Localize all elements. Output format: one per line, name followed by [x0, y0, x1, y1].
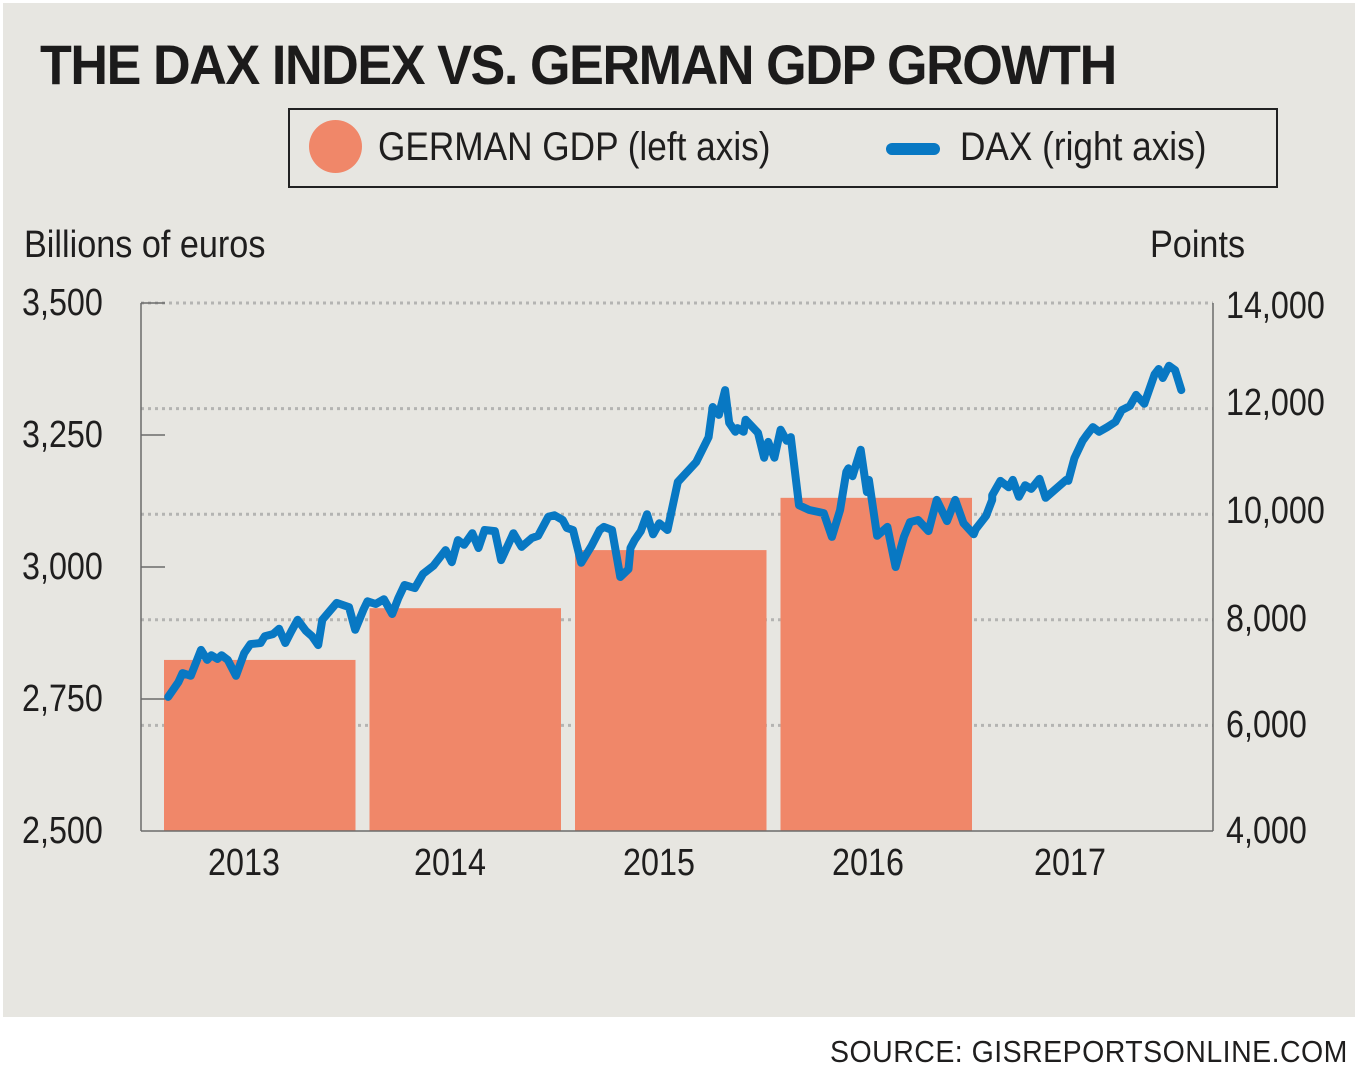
gdp-bar	[164, 659, 356, 831]
legend-label-gdp: GERMAN GDP (left axis)	[378, 125, 771, 169]
gdp-bar	[575, 550, 767, 831]
x-tick-label: 2015	[623, 842, 695, 884]
right-tick-label: 8,000	[1226, 598, 1307, 640]
gdp-bar	[780, 497, 972, 831]
right-tick-label: 14,000	[1226, 285, 1325, 327]
x-tick-label: 2016	[832, 842, 904, 884]
right-tick-label: 6,000	[1226, 704, 1307, 746]
right-tick-label: 4,000	[1226, 810, 1307, 852]
gdp-bar	[369, 608, 561, 831]
right-axis-title: Points	[1150, 224, 1246, 266]
dax-legend-swatch-icon	[886, 143, 940, 155]
right-tick-label: 10,000	[1226, 490, 1325, 532]
legend-label-dax: DAX (right axis)	[960, 125, 1207, 169]
left-tick-label: 3,250	[22, 414, 103, 456]
left-tick-label: 3,500	[22, 282, 103, 324]
left-tick-label: 2,500	[22, 810, 103, 852]
x-tick-label: 2013	[208, 842, 280, 884]
chart-panel	[3, 3, 1355, 1017]
gdp-legend-swatch-icon	[309, 120, 362, 173]
left-axis-title: Billions of euros	[24, 224, 266, 266]
x-tick-label: 2017	[1034, 842, 1106, 884]
right-tick-label: 12,000	[1226, 382, 1325, 424]
chart-title: THE DAX INDEX VS. GERMAN GDP GROWTH	[40, 33, 1117, 96]
source-credit: SOURCE: GISREPORTSONLINE.COM	[830, 1034, 1348, 1069]
legend: GERMAN GDP (left axis) DAX (right axis)	[288, 108, 1278, 188]
left-tick-label: 2,750	[22, 678, 103, 720]
left-tick-label: 3,000	[22, 546, 103, 588]
x-tick-label: 2014	[414, 842, 486, 884]
